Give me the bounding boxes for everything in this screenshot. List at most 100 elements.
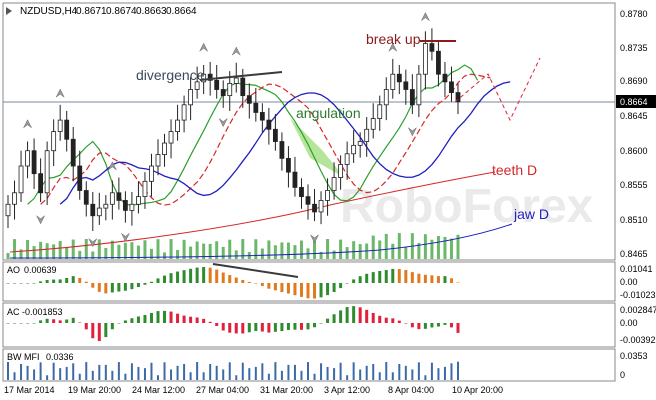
- ao-bar: [221, 272, 225, 283]
- fractal-up-icon: [388, 42, 398, 52]
- volume-bar: [149, 248, 153, 259]
- time-axis: 17 Mar 2014 19 Mar 20:00 24 Mar 12:00 27…: [4, 385, 503, 395]
- volume-bar: [143, 240, 147, 259]
- ao-bar: [202, 267, 206, 283]
- ao-bar: [71, 276, 75, 283]
- candle-body: [214, 79, 220, 90]
- candle-body: [312, 203, 317, 213]
- volume-bar: [208, 243, 212, 259]
- mfi-bar: [417, 362, 420, 380]
- ao-bar: [156, 278, 160, 283]
- candle-body: [449, 81, 454, 93]
- candle-body: [325, 190, 330, 201]
- candle-body: [357, 141, 363, 146]
- candle-body: [142, 180, 148, 198]
- mfi-bar: [365, 365, 368, 380]
- mfi-bar: [157, 375, 159, 380]
- ac-bar: [215, 323, 219, 326]
- volume-bar: [6, 253, 10, 259]
- mfi-bar: [235, 375, 238, 380]
- ac-bar: [286, 323, 290, 330]
- ao-bar: [241, 280, 245, 283]
- fractal-down-icon: [121, 233, 130, 242]
- mfi-bar: [228, 362, 231, 380]
- volume-bar: [65, 247, 69, 259]
- ao-bar: [123, 283, 127, 291]
- volume-bar: [221, 246, 225, 259]
- header-low: 0.8663: [136, 6, 167, 17]
- volume-bar: [417, 243, 421, 259]
- header-open: 0.8671: [76, 6, 107, 17]
- volume-bar: [371, 235, 375, 259]
- ao-bar: [65, 277, 69, 283]
- collapse-arrow-icon[interactable]: [6, 7, 12, 15]
- ac-bar: [260, 323, 264, 332]
- ao-bar: [286, 283, 290, 294]
- ao-bar: [378, 271, 382, 283]
- volume-bar: [182, 239, 186, 259]
- candle-body: [25, 150, 30, 167]
- volume-bar: [163, 252, 167, 259]
- price-axis: 0.8780 0.8735 0.8690 0.8645 0.8600 0.855…: [620, 9, 648, 259]
- candle-body: [299, 187, 304, 198]
- candle-body: [136, 196, 141, 205]
- ac-bar: [149, 312, 153, 323]
- candle-body: [253, 102, 259, 113]
- ao-bar: [299, 283, 303, 297]
- ac-bar: [58, 320, 62, 323]
- ac-bar: [136, 316, 140, 323]
- volume-bar: [78, 250, 82, 259]
- fractal-up-icon: [199, 42, 208, 52]
- ac-bar: [378, 315, 382, 323]
- ac-bar: [293, 323, 297, 330]
- price-tick: 0.8735: [620, 43, 648, 53]
- ac-histogram: [6, 306, 460, 341]
- ac-tick: -0.00392: [620, 335, 656, 345]
- volume-bar: [52, 244, 56, 259]
- ao-bar: [358, 276, 362, 283]
- volume-bar: [254, 239, 258, 259]
- candle-body: [292, 171, 298, 188]
- volume-bar: [215, 241, 219, 259]
- ao-value: 0.00639: [24, 265, 57, 275]
- lips-line: [27, 64, 479, 206]
- ac-label: AC: [7, 307, 20, 317]
- candle-body: [377, 104, 383, 119]
- ac-bar: [84, 323, 88, 330]
- mfi-bar: [359, 369, 362, 380]
- candle-body: [31, 150, 37, 175]
- ac-bar: [247, 323, 251, 333]
- ac-bar: [306, 323, 310, 330]
- mfi-bar: [293, 364, 296, 380]
- ac-bar: [169, 311, 173, 323]
- ac-bar: [352, 306, 356, 323]
- annotation-jaw: jaw D: [513, 206, 549, 222]
- mfi-bar: [202, 372, 205, 380]
- mfi-bar: [111, 370, 114, 380]
- candle-body: [259, 112, 265, 121]
- ao-bar: [384, 270, 388, 283]
- candle-body: [266, 119, 272, 130]
- mfi-histogram: [7, 361, 459, 380]
- time-tick: 19 Mar 20:00: [68, 385, 121, 395]
- mfi-bar: [411, 369, 414, 380]
- price-tick: 0.8510: [620, 215, 648, 225]
- ao-tick: -0.01023: [620, 290, 656, 300]
- ao-bar: [169, 273, 173, 283]
- ac-bar: [234, 323, 238, 334]
- ao-bar: [13, 283, 17, 284]
- fractal-down-icon: [36, 215, 45, 225]
- ao-bar: [436, 276, 440, 283]
- ao-bar: [149, 281, 153, 283]
- candle-body: [44, 150, 50, 194]
- fractal-up-icon: [421, 12, 430, 21]
- ao-bar: [182, 270, 186, 283]
- ao-histogram: [6, 267, 460, 299]
- ao-bar: [6, 283, 10, 284]
- ao-bar: [84, 281, 88, 283]
- ac-bar: [208, 321, 212, 323]
- candle-body: [422, 43, 428, 75]
- volume-bar: [286, 242, 290, 259]
- mfi-bar: [91, 370, 94, 380]
